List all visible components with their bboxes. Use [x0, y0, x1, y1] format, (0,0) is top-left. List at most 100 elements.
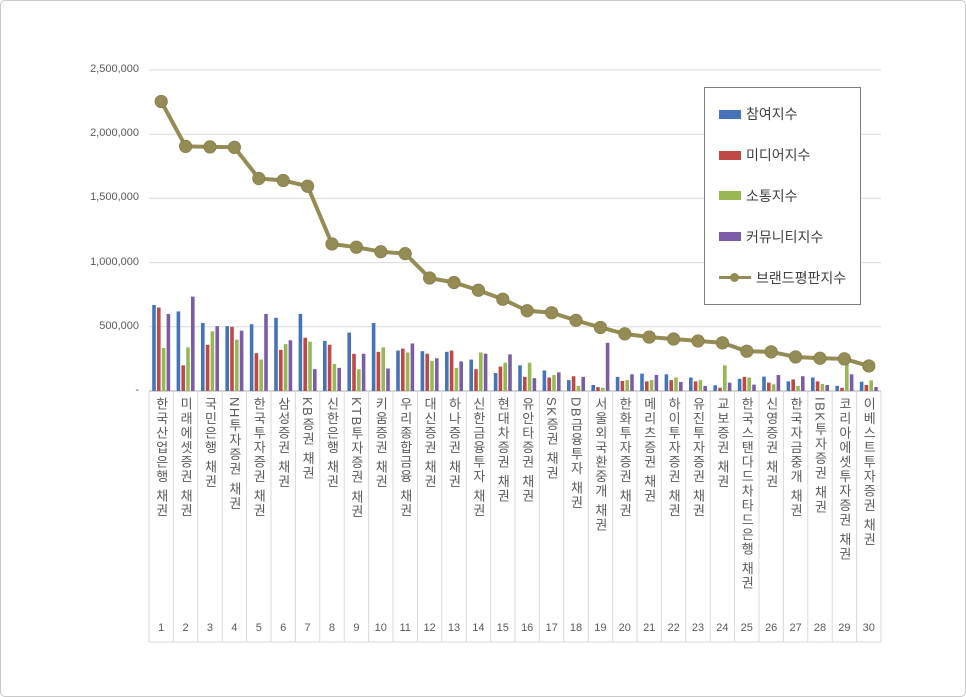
bar-커뮤니티지수-rank14	[483, 353, 488, 391]
bar-커뮤니티지수-rank9	[361, 353, 366, 391]
line-marker-rank20	[618, 327, 632, 341]
bar-소통지수-rank7	[308, 341, 312, 391]
bar-참여지수-rank11	[396, 350, 400, 391]
bar-미디어지수-rank20	[620, 380, 625, 391]
bar-커뮤니티지수-rank21	[654, 374, 659, 391]
bar-참여지수-rank26	[762, 376, 766, 391]
bar-미디어지수-rank18	[571, 376, 576, 391]
bar-소통지수-rank1	[161, 347, 166, 391]
legend-line-swatch	[719, 273, 751, 283]
bar-참여지수-rank21	[640, 373, 644, 391]
legend-label: 소통지수	[746, 187, 798, 204]
bar-참여지수-rank8	[323, 340, 327, 391]
line-marker-rank1	[154, 94, 168, 109]
line-marker-rank18	[569, 313, 583, 327]
bar-커뮤니티지수-rank2	[191, 296, 195, 391]
bar-참여지수-rank20	[615, 376, 620, 391]
bar-미디어지수-rank14	[474, 369, 478, 391]
bar-참여지수-rank6	[274, 317, 278, 391]
line-marker-rank14	[471, 283, 485, 297]
bar-커뮤니티지수-rank6	[288, 340, 293, 391]
bar-커뮤니티지수-rank4	[239, 330, 244, 391]
bar-소통지수-rank9	[357, 369, 361, 391]
bar-소통지수-rank19	[601, 387, 605, 391]
line-marker-rank12	[422, 271, 437, 285]
bar-커뮤니티지수-rank23	[703, 385, 707, 391]
bar-미디어지수-rank28	[815, 381, 820, 391]
bar-참여지수-rank13	[445, 351, 449, 391]
bar-커뮤니티지수-rank12	[435, 358, 439, 391]
bar-미디어지수-rank26	[767, 382, 771, 391]
bar-참여지수-rank5	[249, 324, 254, 391]
bar-커뮤니티지수-rank20	[630, 374, 634, 391]
bar-미디어지수-rank21	[645, 381, 649, 391]
line-marker-rank15	[496, 292, 510, 306]
line-marker-rank25	[740, 344, 754, 358]
bar-참여지수-rank27	[786, 381, 791, 391]
bar-소통지수-rank8	[332, 364, 337, 391]
bar-참여지수-rank29	[835, 385, 839, 391]
bar-미디어지수-rank6	[279, 349, 283, 391]
bar-소통지수-rank4	[235, 339, 239, 391]
bar-참여지수-rank19	[591, 384, 595, 391]
bar-커뮤니티지수-rank28	[825, 384, 829, 391]
legend-label: 미디어지수	[746, 147, 811, 164]
line-marker-rank4	[227, 140, 241, 154]
bar-참여지수-rank1	[152, 304, 156, 391]
bar-소통지수-rank26	[771, 384, 776, 391]
bar-소통지수-rank3	[210, 331, 215, 391]
bar-커뮤니티지수-rank19	[605, 342, 610, 391]
bar-미디어지수-rank8	[327, 344, 332, 391]
bar-참여지수-rank15	[493, 373, 498, 391]
bar-미디어지수-rank16	[523, 376, 527, 391]
line-marker-rank3	[203, 140, 217, 154]
bar-참여지수-rank16	[518, 365, 522, 391]
line-marker-rank7	[300, 179, 315, 193]
line-marker-rank8	[325, 237, 339, 251]
legend-bar-swatch	[719, 232, 741, 242]
line-marker-rank19	[593, 320, 608, 335]
bar-소통지수-rank22	[674, 377, 678, 391]
bar-커뮤니티지수-rank15	[508, 354, 512, 391]
bar-미디어지수-rank1	[157, 307, 161, 391]
bar-소통지수-rank12	[430, 360, 434, 391]
bar-소통지수-rank16	[527, 362, 532, 391]
bar-미디어지수-rank27	[791, 379, 795, 391]
bar-미디어지수-rank23	[693, 381, 698, 391]
bar-커뮤니티지수-rank29	[849, 374, 854, 391]
bar-커뮤니티지수-rank17	[557, 372, 561, 391]
bar-커뮤니티지수-rank5	[264, 313, 268, 391]
bar-미디어지수-rank29	[840, 387, 844, 391]
bar-미디어지수-rank22	[669, 380, 673, 391]
bar-소통지수-rank10	[381, 347, 385, 391]
bar-참여지수-rank9	[347, 332, 351, 391]
bar-미디어지수-rank4	[230, 326, 234, 391]
bar-미디어지수-rank10	[376, 351, 381, 391]
bar-소통지수-rank18	[576, 385, 581, 391]
legend-item-소통지수: 소통지수	[719, 186, 860, 206]
bar-소통지수-rank6	[283, 344, 288, 391]
bar-소통지수-rank15	[503, 362, 507, 391]
line-marker-rank6	[276, 173, 290, 188]
line-marker-rank13	[447, 275, 461, 290]
line-marker-rank30	[862, 359, 876, 373]
bar-커뮤니티지수-rank16	[532, 378, 537, 391]
bar-참여지수-rank14	[469, 359, 473, 391]
line-marker-rank2	[179, 139, 193, 153]
bar-참여지수-rank30	[859, 381, 864, 391]
bar-소통지수-rank5	[259, 359, 263, 391]
line-marker-rank21	[642, 330, 656, 344]
bar-소통지수-rank29	[845, 364, 849, 391]
bar-커뮤니티지수-rank13	[459, 361, 463, 391]
legend-label: 브랜드평판지수	[756, 269, 847, 286]
line-marker-rank9	[349, 240, 363, 254]
bar-참여지수-rank4	[225, 326, 229, 391]
legend-item-참여지수: 참여지수	[719, 104, 860, 124]
legend-bar-swatch	[719, 191, 741, 201]
bar-소통지수-rank25	[747, 377, 751, 391]
legend-label: 커뮤니티지수	[746, 228, 824, 245]
bar-미디어지수-rank15	[498, 366, 503, 391]
line-marker-rank26	[764, 345, 778, 359]
